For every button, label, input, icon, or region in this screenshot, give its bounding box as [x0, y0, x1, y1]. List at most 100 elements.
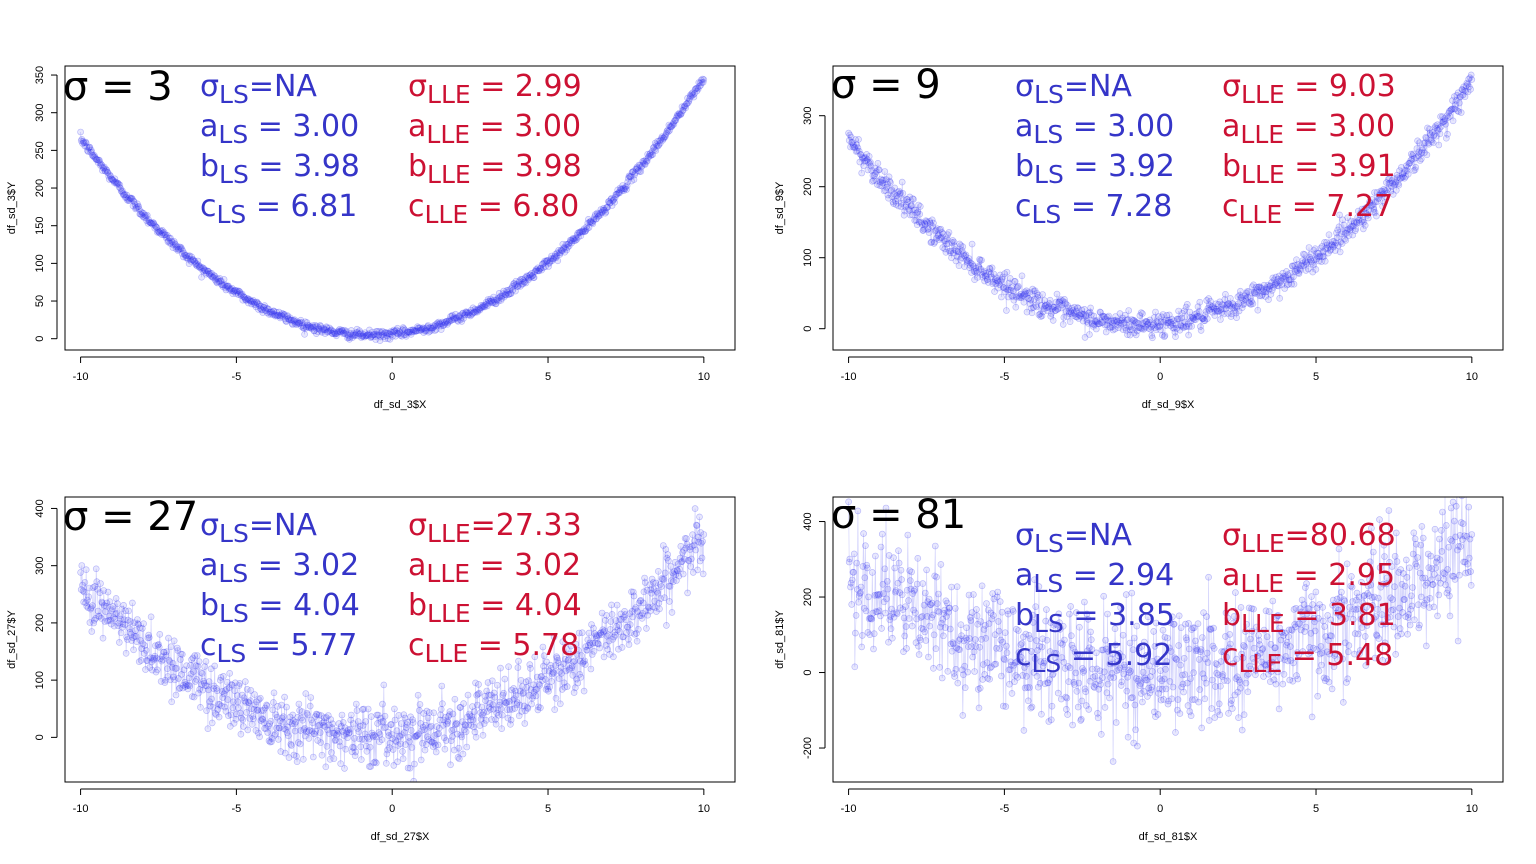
data-point	[909, 195, 917, 202]
data-point	[173, 243, 180, 251]
data-point	[121, 616, 128, 624]
data-point	[245, 299, 252, 307]
data-point	[568, 662, 576, 670]
data-point	[593, 634, 600, 641]
data-point	[211, 662, 218, 670]
data-point	[220, 672, 227, 680]
data-point	[877, 175, 885, 183]
data-point	[1214, 707, 1222, 715]
data-point	[652, 147, 660, 154]
data-point	[399, 324, 407, 331]
data-point	[1113, 667, 1121, 675]
data-point	[338, 327, 346, 335]
data-point	[344, 334, 351, 342]
data-point	[1202, 679, 1210, 687]
data-point	[1236, 678, 1244, 686]
data-point	[1404, 170, 1412, 178]
data-point	[1166, 678, 1174, 685]
data-point	[907, 202, 915, 210]
data-point	[970, 267, 978, 275]
data-point	[125, 196, 133, 204]
data-point	[1040, 659, 1048, 667]
data-point	[1183, 323, 1190, 330]
data-point	[209, 703, 217, 711]
data-point	[468, 311, 476, 318]
data-point	[947, 247, 955, 255]
data-point	[1407, 157, 1414, 164]
data-point	[1113, 318, 1121, 326]
data-point	[454, 316, 461, 324]
data-point	[566, 239, 574, 246]
data-point	[293, 758, 301, 766]
data-point	[1051, 649, 1058, 657]
data-point	[223, 282, 230, 290]
data-point	[435, 730, 443, 737]
data-point	[977, 618, 985, 625]
data-point	[958, 247, 966, 254]
data-point	[348, 331, 356, 339]
data-point	[1071, 648, 1079, 656]
data-point	[651, 139, 659, 147]
data-point	[1323, 239, 1330, 246]
data-point	[525, 677, 532, 685]
data-point	[482, 298, 490, 306]
data-point	[387, 721, 395, 728]
data-point	[1283, 268, 1290, 275]
data-point	[583, 225, 591, 232]
data-point	[617, 186, 625, 193]
data-point	[1312, 588, 1320, 596]
data-point	[1355, 207, 1362, 215]
data-point	[941, 606, 949, 614]
data-point	[152, 222, 159, 230]
data-point	[953, 583, 961, 591]
data-point	[517, 676, 525, 684]
data-point	[629, 168, 637, 176]
data-point	[232, 679, 239, 687]
data-point	[158, 231, 165, 238]
data-point	[1014, 282, 1022, 290]
data-point	[979, 676, 987, 683]
data-point	[370, 759, 378, 767]
data-point	[1276, 624, 1283, 632]
data-point	[273, 713, 281, 721]
data-point	[310, 327, 318, 335]
data-point	[507, 290, 515, 297]
data-point	[453, 720, 461, 728]
data-point	[968, 269, 975, 276]
data-point	[988, 615, 996, 623]
data-point	[1112, 313, 1119, 320]
data-point	[521, 278, 529, 286]
data-point	[212, 276, 219, 284]
data-point	[1310, 247, 1318, 254]
data-point	[1093, 649, 1100, 657]
data-point	[629, 613, 637, 621]
data-point	[908, 622, 916, 630]
data-point	[1190, 314, 1197, 322]
data-point	[403, 721, 411, 728]
data-point	[312, 323, 320, 331]
data-point	[1253, 286, 1261, 294]
data-point	[1179, 680, 1187, 688]
data-point	[287, 316, 295, 324]
data-point	[543, 257, 551, 265]
x-tick-label: 0	[1157, 371, 1163, 383]
data-point	[294, 739, 302, 746]
data-point	[879, 179, 887, 187]
data-point	[1426, 125, 1433, 133]
data-point	[1442, 488, 1448, 494]
data-point	[1172, 333, 1179, 341]
data-point	[569, 235, 577, 242]
data-point	[850, 141, 857, 149]
data-point	[488, 677, 496, 685]
data-point	[1433, 124, 1441, 132]
data-point	[129, 599, 136, 607]
data-point	[1249, 654, 1257, 662]
data-point	[1174, 315, 1182, 323]
data-point	[502, 291, 510, 299]
data-point	[1462, 82, 1470, 90]
data-point	[305, 735, 313, 742]
data-point	[237, 290, 244, 297]
data-point	[1096, 667, 1104, 675]
data-point	[429, 743, 437, 750]
data-point	[513, 701, 521, 708]
